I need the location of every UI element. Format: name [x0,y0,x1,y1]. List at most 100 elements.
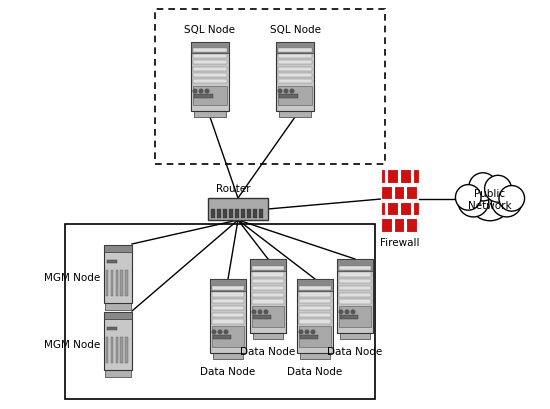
Bar [381,170,386,183]
Bar [278,67,312,72]
Bar [104,245,132,303]
Bar [107,327,117,330]
Bar [340,316,358,320]
Circle shape [224,330,228,334]
Circle shape [339,310,343,314]
Circle shape [491,187,522,218]
Bar [235,210,239,218]
Text: Router: Router [216,184,250,193]
Bar [252,272,284,277]
Bar [299,313,331,317]
Bar [337,259,373,333]
Bar [278,80,312,84]
Bar [339,293,371,297]
Bar [194,95,213,99]
Bar [387,202,398,216]
Circle shape [218,330,222,334]
Text: Data Node: Data Node [200,366,256,376]
Bar [212,292,244,297]
Bar [259,210,262,218]
Bar [252,266,284,270]
Bar [212,313,244,317]
Bar [213,353,243,359]
Bar [297,279,333,291]
Bar [278,61,312,65]
Circle shape [345,310,349,314]
Bar [337,259,373,271]
Circle shape [264,310,268,314]
Bar [339,279,371,284]
Bar [394,219,404,232]
Text: MGM Node: MGM Node [44,339,100,349]
Text: Firewall: Firewall [380,237,420,247]
Bar [229,210,233,218]
Circle shape [305,330,309,334]
Text: Data Node: Data Node [327,346,383,356]
Text: Data Node: Data Node [287,366,343,376]
Bar [116,270,118,296]
Bar [247,210,251,218]
Text: MGM Node: MGM Node [44,272,100,282]
Bar [111,270,113,296]
Bar [252,299,284,304]
Bar [252,293,284,297]
Bar [412,202,419,216]
Bar [278,86,312,106]
Circle shape [458,187,489,218]
Bar [210,279,246,353]
Bar [193,80,227,84]
Circle shape [199,90,203,94]
Bar [212,326,244,347]
Bar [278,74,312,78]
Circle shape [499,186,525,211]
Bar [213,335,231,339]
Circle shape [252,310,256,314]
Bar [299,319,331,324]
Bar [381,202,386,216]
Bar [104,245,132,253]
Bar [212,306,244,310]
Bar [339,266,371,270]
Bar [217,210,221,218]
Bar [193,74,227,78]
Bar [252,306,284,327]
Bar [191,43,229,54]
Circle shape [205,90,209,94]
Bar [106,270,108,296]
Bar [252,279,284,284]
Bar [297,279,333,353]
Bar [339,286,371,290]
Bar [299,286,331,290]
Bar [241,210,245,218]
Bar [120,270,123,296]
Bar [211,210,215,218]
Bar [250,259,286,333]
Bar [381,219,392,232]
Bar [279,95,298,99]
Bar [278,48,312,52]
Circle shape [485,176,512,203]
Bar [250,259,286,271]
Bar [276,43,314,111]
Bar [406,219,417,232]
Bar [212,286,244,290]
Bar [223,210,227,218]
Bar [111,337,113,363]
Bar [65,225,375,399]
Text: SQL Node: SQL Node [270,25,321,35]
Bar [299,299,331,303]
Bar [253,210,257,218]
Bar [412,170,419,183]
Bar [193,48,227,52]
Circle shape [284,90,288,94]
Circle shape [193,90,197,94]
Bar [339,306,371,327]
Bar [212,299,244,303]
Bar [299,292,331,297]
Circle shape [468,178,512,221]
Bar [340,333,370,339]
Bar [193,86,227,106]
Bar [400,170,411,183]
Circle shape [212,330,216,334]
Bar [191,43,229,111]
